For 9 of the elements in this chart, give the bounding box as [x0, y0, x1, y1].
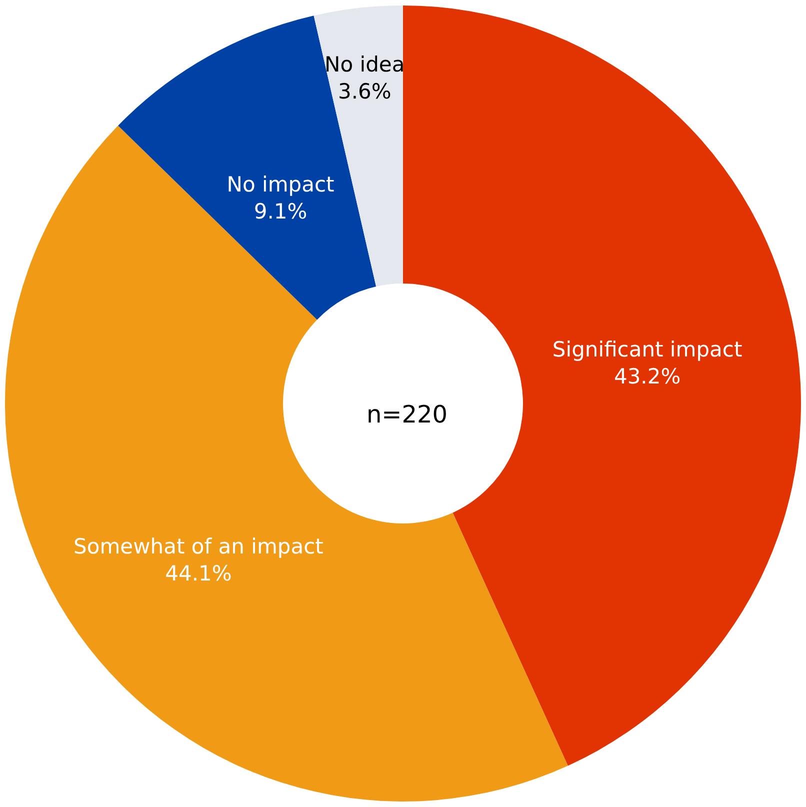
data-label: 9.1% [254, 200, 308, 224]
slice-label: Somewhat of an impact [74, 534, 324, 558]
slice-label: No impact [226, 172, 334, 197]
text: n=220 [366, 400, 448, 428]
data-label: 43.2% [614, 364, 681, 388]
data-label: 44.1% [165, 561, 232, 586]
data-label: 3.6% [338, 80, 392, 104]
slice-label: No idea [324, 52, 405, 77]
slice-label: Significant impact [552, 338, 742, 362]
